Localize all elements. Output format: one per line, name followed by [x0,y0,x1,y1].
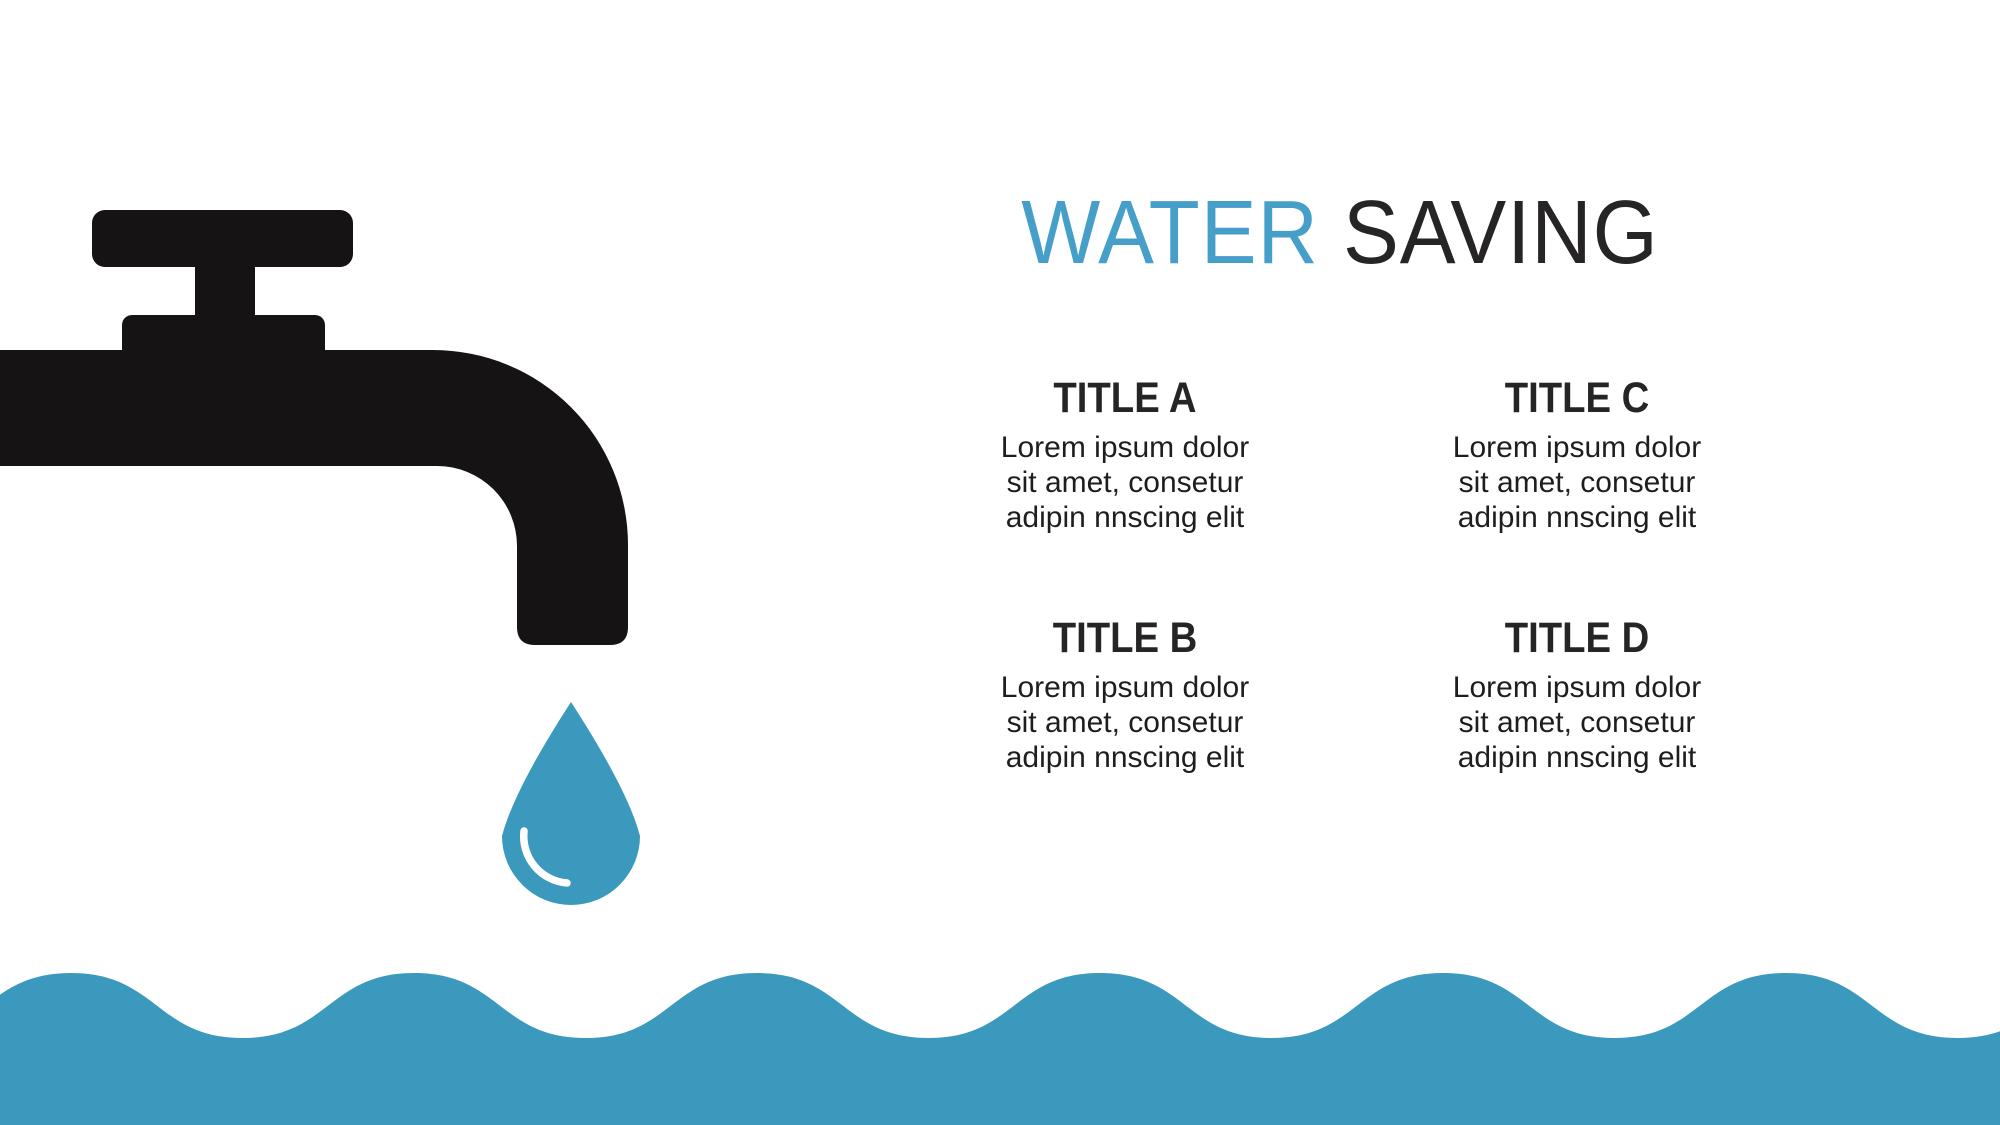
section-b-body: Lorem ipsum dolor sit amet, consetur adi… [1000,671,1250,774]
water-drop-icon [502,702,640,905]
section-d-title: TITLE D [1504,614,1650,662]
section-d: TITLE D Lorem ipsum dolor sit amet, cons… [1397,614,1757,775]
faucet-handle-bar [92,210,353,267]
faucet-icon [0,210,628,645]
drop-highlight [519,827,571,887]
water-wave-shape [0,973,2000,1125]
water-drop-shape [502,702,640,905]
section-c-title: TITLE C [1504,374,1650,422]
slide-title-rest: SAVING [1343,183,1659,283]
section-a-title: TITLE A [1053,374,1197,422]
section-a-body: Lorem ipsum dolor sit amet, consetur adi… [1000,431,1250,534]
section-c: TITLE C Lorem ipsum dolor sit amet, cons… [1397,374,1757,535]
section-b: TITLE B Lorem ipsum dolor sit amet, cons… [945,614,1305,775]
faucet-neck [122,315,325,360]
section-a: TITLE A Lorem ipsum dolor sit amet, cons… [945,374,1305,535]
slide-title: WATER SAVING [898,184,1782,283]
faucet-body-spout [0,350,628,645]
slide-title-highlight: WATER [1021,183,1319,283]
section-b-title: TITLE B [1052,614,1198,662]
section-d-body: Lorem ipsum dolor sit amet, consetur adi… [1452,671,1702,774]
section-c-body: Lorem ipsum dolor sit amet, consetur adi… [1452,431,1702,534]
faucet-handle-stem [195,250,255,320]
